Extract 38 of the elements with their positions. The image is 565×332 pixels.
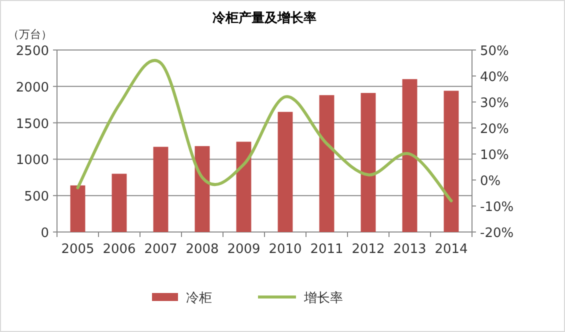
bar bbox=[360, 92, 376, 232]
x-tick-label: 2010 bbox=[268, 242, 302, 257]
bar bbox=[402, 79, 418, 232]
y2-tick-label: -10% bbox=[480, 200, 514, 215]
x-tick-label: 2013 bbox=[393, 242, 426, 257]
x-tick-label: 2014 bbox=[434, 242, 468, 257]
y2-tick-label: 20% bbox=[480, 122, 509, 137]
y-tick-label: 2500 bbox=[16, 44, 49, 59]
bar bbox=[236, 142, 252, 232]
bar bbox=[112, 174, 127, 232]
y-tick-label: 2000 bbox=[16, 80, 49, 96]
bar bbox=[319, 95, 334, 232]
y2-tick-label: 10% bbox=[480, 148, 509, 163]
x-tick-label: 2005 bbox=[61, 242, 94, 257]
y2-tick-label: 50% bbox=[480, 44, 509, 59]
y2-tick-label: 30% bbox=[480, 96, 509, 111]
y2-tick-label: 0% bbox=[480, 174, 501, 189]
x-tick-label: 2006 bbox=[102, 242, 136, 257]
legend-label: 冷柜 bbox=[186, 291, 212, 306]
y-tick-label: 500 bbox=[24, 190, 49, 205]
x-tick-label: 2012 bbox=[352, 242, 385, 257]
x-tick-label: 2011 bbox=[310, 242, 344, 257]
chart-title: 冷柜产量及增长率 bbox=[212, 10, 316, 26]
x-tick-label: 2009 bbox=[227, 242, 260, 257]
x-tick-label: 2007 bbox=[144, 242, 178, 257]
y-tick-label: 0 bbox=[40, 226, 49, 241]
bar bbox=[153, 146, 168, 232]
bar bbox=[444, 90, 459, 232]
bar bbox=[194, 146, 210, 232]
y2-tick-label: -20% bbox=[480, 226, 514, 241]
y-axis-title: （万台） bbox=[8, 28, 52, 41]
x-tick-label: 2008 bbox=[186, 242, 219, 257]
y-tick-label: 1500 bbox=[16, 116, 49, 132]
y-tick-label: 1000 bbox=[16, 153, 49, 168]
bar bbox=[70, 185, 86, 232]
y2-tick-label: 40% bbox=[480, 70, 509, 85]
bar bbox=[278, 112, 293, 232]
legend-label: 增长率 bbox=[303, 290, 343, 306]
